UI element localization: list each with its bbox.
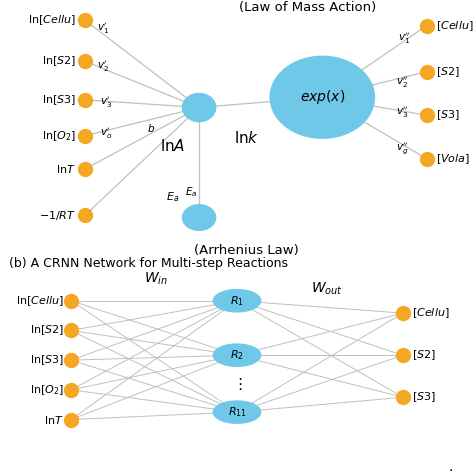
Text: $v_g''$: $v_g''$ — [396, 140, 408, 156]
Ellipse shape — [213, 290, 261, 312]
Text: $E_a$: $E_a$ — [185, 185, 197, 199]
Text: [$\it{S3}$]: [$\it{S3}$] — [436, 108, 460, 122]
Ellipse shape — [182, 205, 216, 230]
Text: $R_2$: $R_2$ — [230, 348, 244, 362]
Text: $v_o'$: $v_o'$ — [100, 126, 112, 141]
Text: $R_1$: $R_1$ — [230, 294, 244, 308]
Text: ln[$\it{S3}$]: ln[$\it{S3}$] — [30, 353, 64, 367]
Text: $R_{11}$: $R_{11}$ — [228, 405, 246, 419]
Text: (Arrhenius Law): (Arrhenius Law) — [194, 244, 299, 257]
Text: $v_1'$: $v_1'$ — [97, 20, 109, 36]
Ellipse shape — [213, 344, 261, 366]
Text: [$\it{Cellu}$]: [$\it{Cellu}$] — [436, 18, 474, 33]
Text: ln[$\it{O_2}$]: ln[$\it{O_2}$] — [30, 383, 64, 397]
Text: ln[$\it{O_2}$]: ln[$\it{O_2}$] — [42, 129, 76, 143]
Text: ln$\it{T}$: ln$\it{T}$ — [56, 163, 76, 175]
Text: [$\it{Vola}$]: [$\it{Vola}$] — [436, 152, 470, 165]
Text: ln$A$: ln$A$ — [160, 138, 186, 154]
Text: [$\it{Cellu}$]: [$\it{Cellu}$] — [412, 306, 450, 320]
Text: ln[$\it{S3}$]: ln[$\it{S3}$] — [42, 93, 76, 107]
Text: ln$k$: ln$k$ — [234, 130, 259, 146]
Text: $v_1''$: $v_1''$ — [398, 31, 410, 46]
Ellipse shape — [182, 93, 216, 122]
Text: ln[$\it{Cellu}$]: ln[$\it{Cellu}$] — [28, 14, 76, 27]
Text: .: . — [448, 460, 453, 474]
Text: ln[$\it{S2}$]: ln[$\it{S2}$] — [30, 324, 64, 337]
Text: $E_a$: $E_a$ — [166, 190, 180, 204]
Text: (Law of Mass Action): (Law of Mass Action) — [239, 1, 377, 14]
Text: $W_{in}$: $W_{in}$ — [145, 270, 168, 287]
Text: [$\it{S2}$]: [$\it{S2}$] — [436, 65, 460, 79]
Text: ln[$\it{Cellu}$]: ln[$\it{Cellu}$] — [16, 294, 64, 308]
Text: ln[$\it{S2}$]: ln[$\it{S2}$] — [42, 55, 76, 68]
Text: ln$\it{T}$: ln$\it{T}$ — [45, 413, 64, 426]
Text: [$\it{S2}$]: [$\it{S2}$] — [412, 348, 436, 362]
Text: $v_2'$: $v_2'$ — [97, 59, 109, 74]
Text: $exp(x)$: $exp(x)$ — [300, 88, 345, 106]
Text: $W_{out}$: $W_{out}$ — [311, 280, 343, 297]
Ellipse shape — [213, 401, 261, 423]
Text: [$\it{S3}$]: [$\it{S3}$] — [412, 391, 436, 404]
Text: $v_2''$: $v_2''$ — [396, 74, 408, 90]
Ellipse shape — [270, 56, 374, 138]
Text: $v_3'$: $v_3'$ — [100, 95, 112, 110]
Text: $\vdots$: $\vdots$ — [232, 376, 242, 392]
Text: $-1/RT$: $-1/RT$ — [39, 209, 76, 221]
Text: (b) A CRNN Network for Multi-step Reactions: (b) A CRNN Network for Multi-step Reacti… — [9, 257, 289, 270]
Text: $v_3''$: $v_3''$ — [396, 105, 408, 120]
Text: $b$: $b$ — [147, 122, 155, 134]
